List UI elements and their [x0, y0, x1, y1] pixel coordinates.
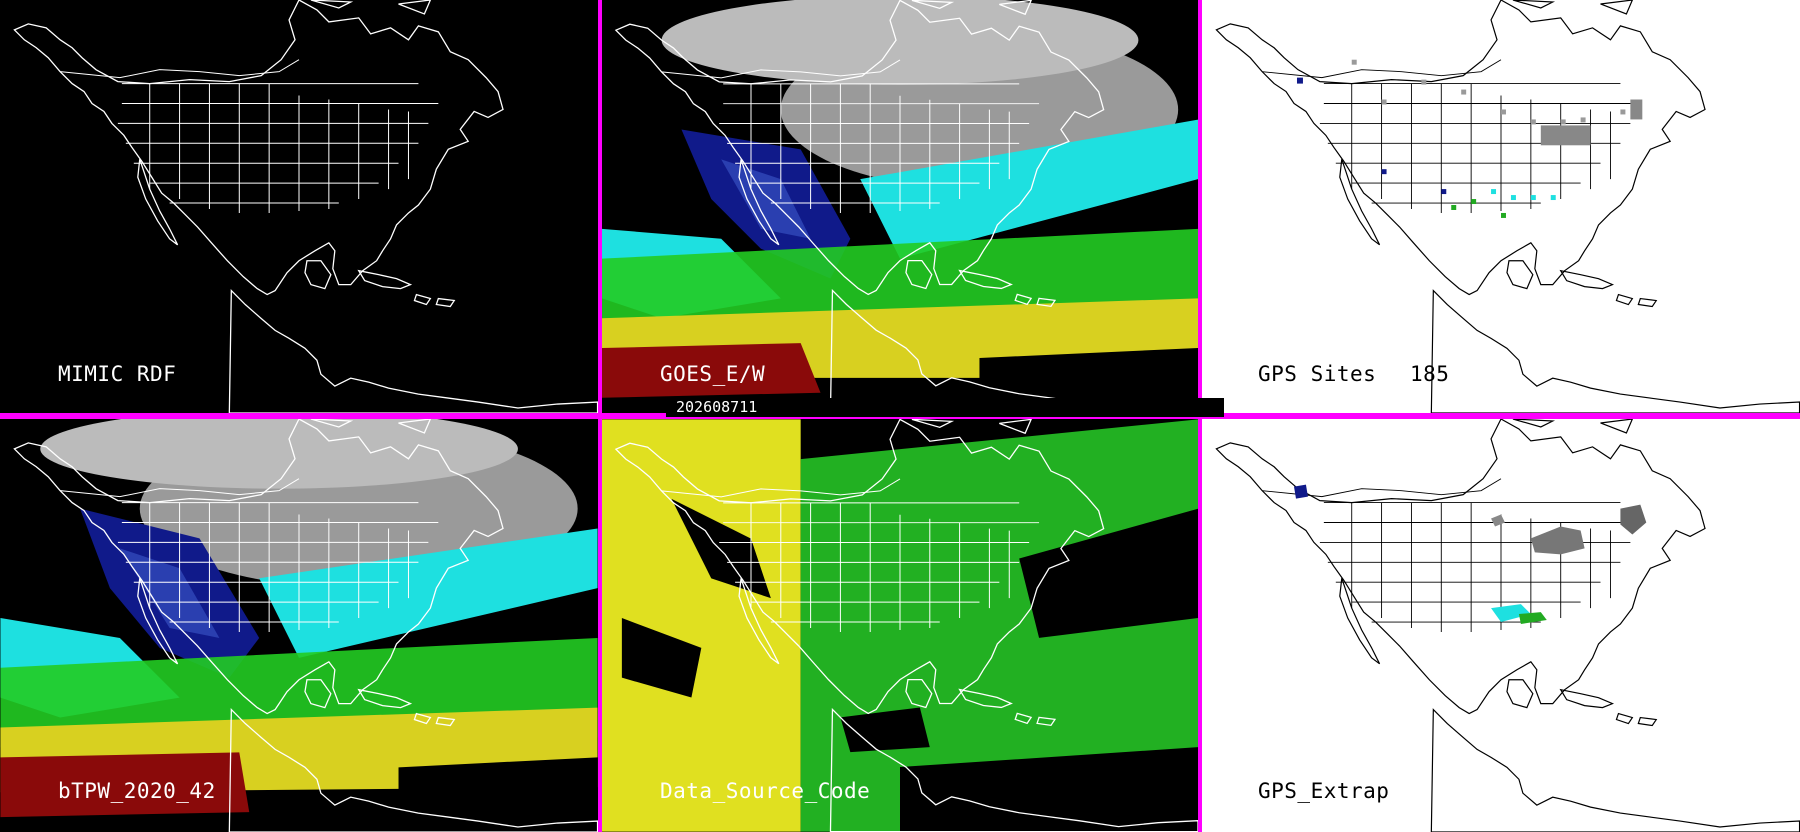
- gps-site-count: 185: [1410, 362, 1450, 386]
- panel-goes-ew: GOES_E/W: [602, 0, 1198, 413]
- map-gps-sites: [1215, 0, 1800, 413]
- timestamp: 202608711: [666, 398, 1224, 417]
- map-btpw: [0, 419, 598, 832]
- panel-btpw: bTPW_2020_42: [0, 419, 598, 832]
- panel-label-gps-sites: GPS Sites: [1258, 362, 1377, 386]
- panel-mimic-rdf: MIMIC RDF: [0, 0, 598, 413]
- panel-gps-extrap: GPS_Extrap: [1202, 419, 1800, 832]
- panel-gps-sites: GPS Sites 185: [1202, 0, 1800, 413]
- map-mimic-rdf: [13, 0, 598, 413]
- panel-label-data-source: Data_Source_Code: [660, 779, 871, 803]
- panel-label-goes-ew: GOES_E/W: [660, 362, 766, 386]
- map-gps-extrap: [1215, 419, 1800, 832]
- panel-data-source: Data_Source_Code: [602, 419, 1198, 832]
- map-data-source: [602, 419, 1198, 832]
- panel-label-btpw: bTPW_2020_42: [58, 779, 216, 803]
- panel-label-mimic-rdf: MIMIC RDF: [58, 362, 177, 386]
- map-goes-ew: [602, 0, 1198, 413]
- panel-label-gps-extrap: GPS_Extrap: [1258, 779, 1390, 803]
